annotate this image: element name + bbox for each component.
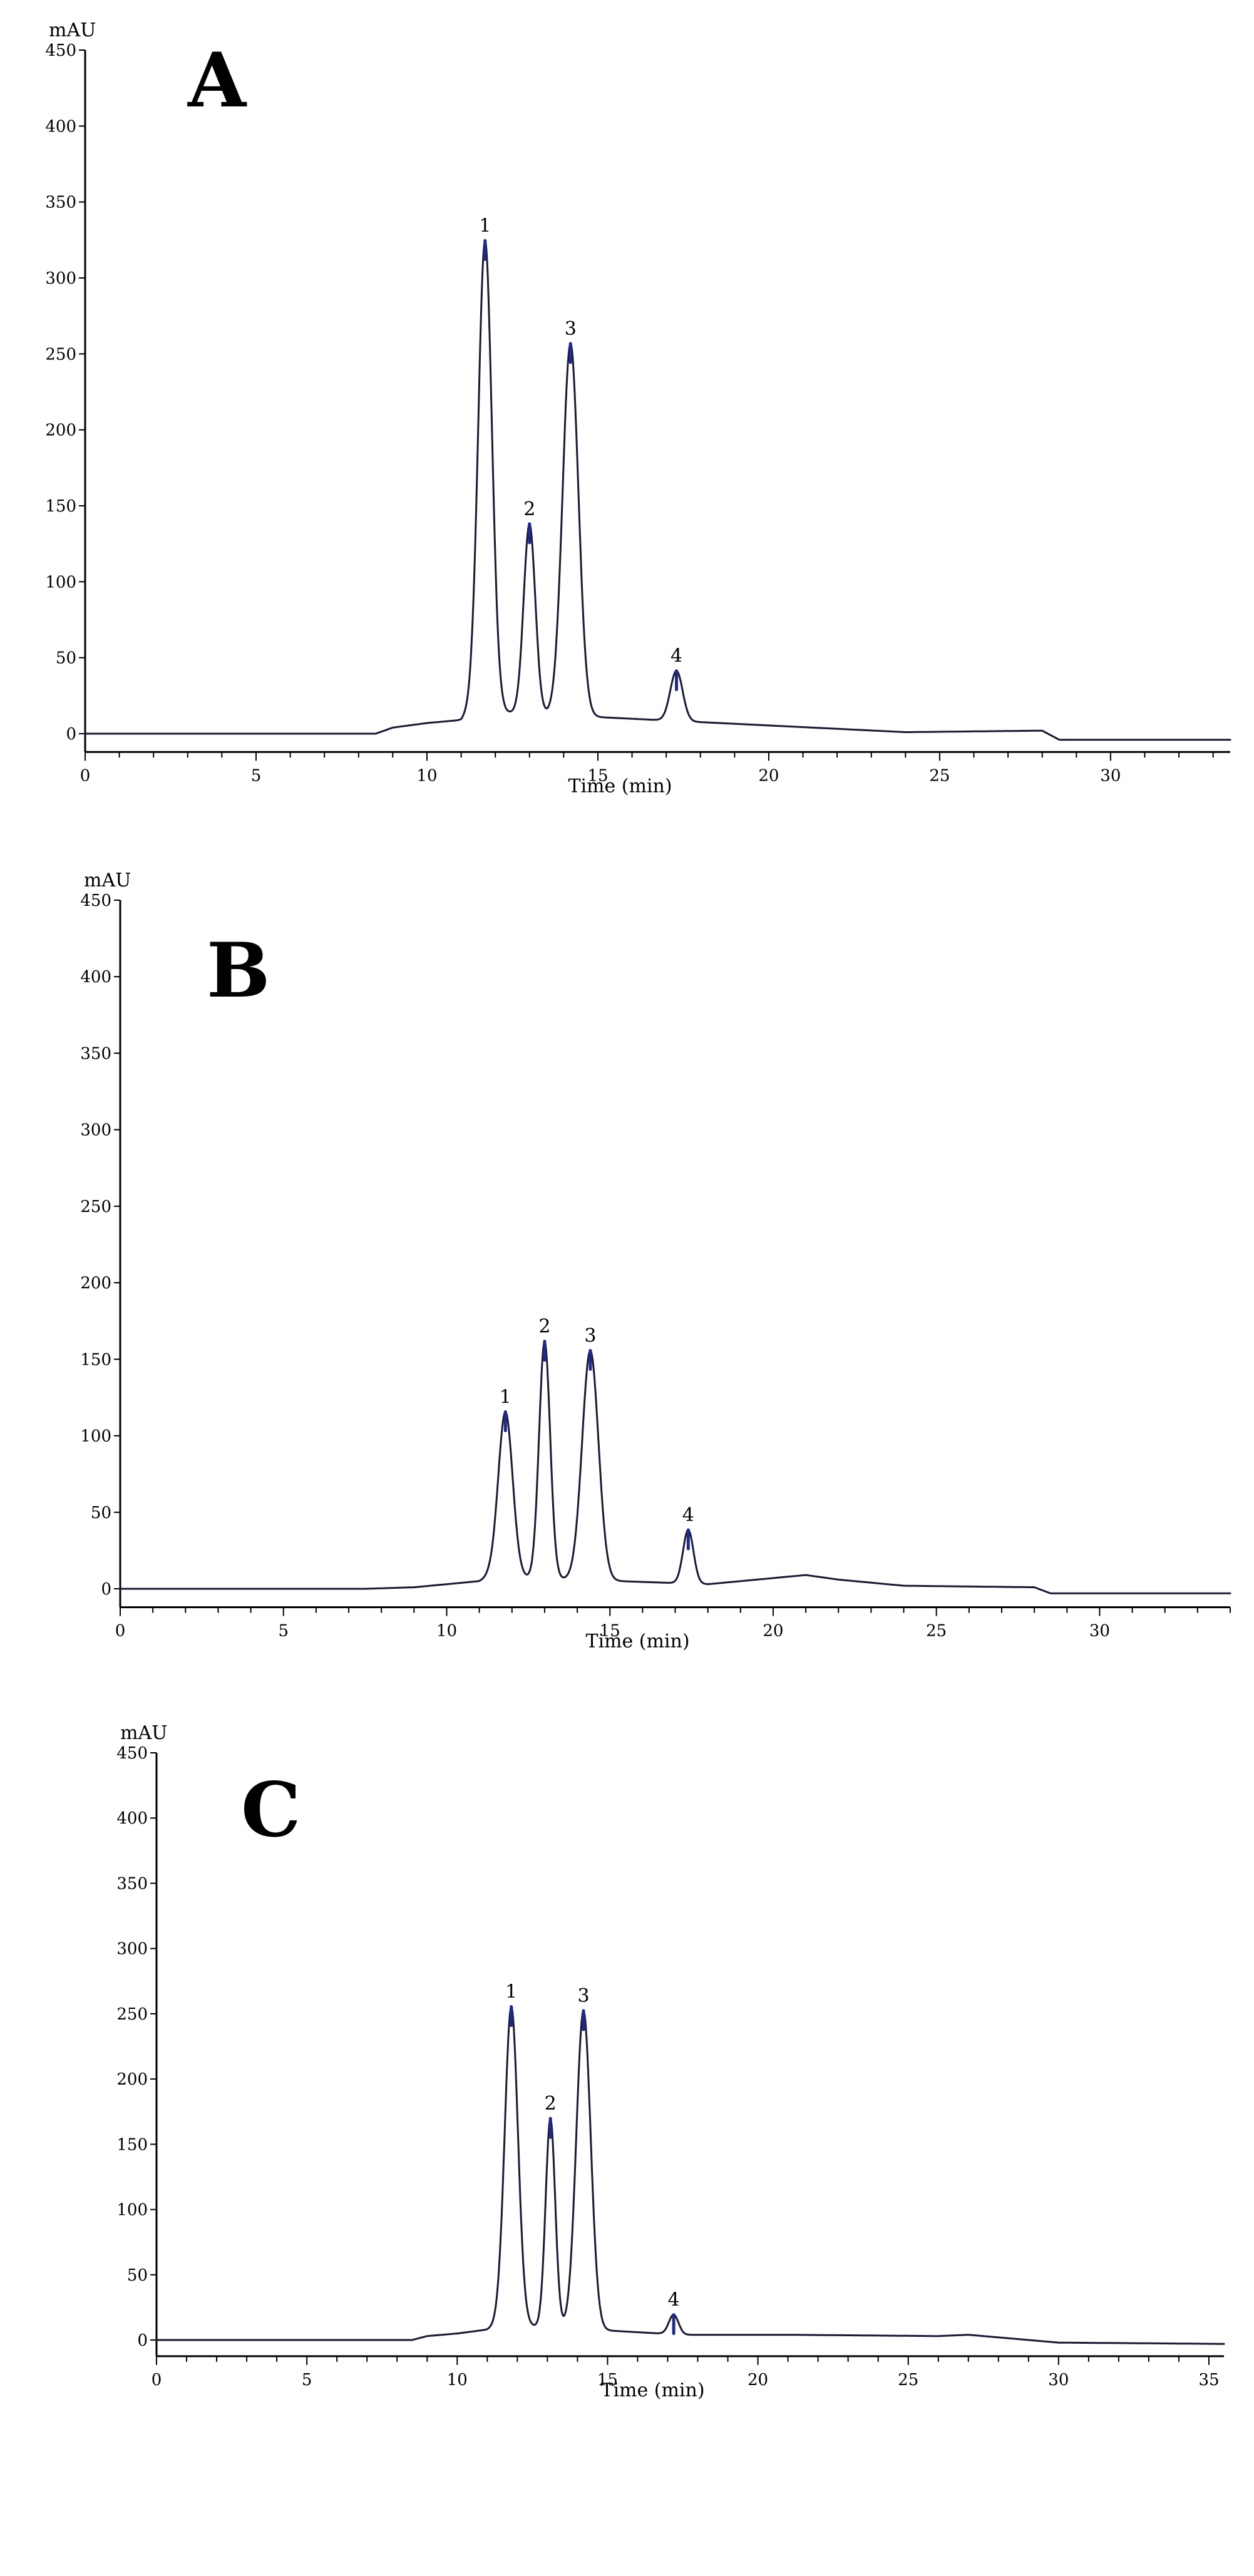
peak-label-4: 4 [682, 1504, 694, 1526]
chromatogram-trace [155, 2006, 1225, 2345]
y-tick-label: 50 [91, 1504, 111, 1522]
x-tick-label: 20 [748, 2371, 768, 2389]
x-tick-label: 25 [929, 766, 950, 785]
peak-label-1: 1 [500, 1386, 511, 1408]
y-tick-label: 150 [116, 2135, 148, 2154]
y-tick-label: 450 [116, 1744, 148, 1763]
peak-label-4: 4 [671, 645, 682, 667]
y-tick-label: 200 [116, 2070, 148, 2089]
x-tick-label: 5 [302, 2371, 312, 2389]
x-tick-label: 25 [898, 2371, 918, 2389]
peak-label-2: 2 [545, 2093, 557, 2115]
chromatogram-trace [84, 239, 1231, 741]
peak-label-1: 1 [505, 1981, 517, 2003]
x-tick-label: 15 [597, 2371, 618, 2389]
y-axis-unit: mAU [120, 1722, 167, 1744]
x-tick-label: 0 [80, 766, 91, 785]
peak-label-3: 3 [584, 1325, 596, 1347]
y-tick-label: 300 [116, 1940, 148, 1959]
x-tick-label: 15 [587, 766, 608, 785]
x-axis-title: Time (min) [568, 775, 672, 797]
y-tick-label: 250 [116, 2005, 148, 2024]
chart-panel-a: 0 50 100 150 200 250 300 350 400 450 0 5 10 15 20 25 30 T… [45, 19, 1231, 797]
y-tick-label: 350 [45, 193, 76, 212]
x-tick-label: 35 [1198, 2371, 1219, 2389]
x-tick-label: 5 [278, 1621, 289, 1640]
y-axis-unit: mAU [49, 19, 96, 41]
peak-label-1: 1 [479, 215, 491, 237]
y-tick-label: 450 [45, 41, 76, 60]
y-tick-label: 300 [80, 1121, 111, 1140]
y-tick-label: 400 [116, 1809, 148, 1828]
y-tick-label: 50 [56, 649, 76, 668]
y-tick-label: 200 [80, 1274, 111, 1293]
chromatogram-trace [119, 1340, 1231, 1594]
x-tick-label: 30 [1048, 2371, 1069, 2389]
x-tick-label: 10 [416, 766, 437, 785]
peak-label-3: 3 [565, 318, 577, 340]
peak-label-2: 2 [538, 1316, 550, 1338]
y-tick-label: 250 [80, 1198, 111, 1216]
x-axis-title: Time (min) [600, 2379, 704, 2401]
y-tick-label: 100 [45, 573, 76, 592]
chart-panel-c: 0 50 100 150 200 250 300 350 400 450 0 5 10 15 20 25 30 3… [116, 1722, 1225, 2401]
y-tick-label: 350 [116, 1874, 148, 1893]
y-tick-label: 250 [45, 345, 76, 364]
y-tick-label: 150 [45, 497, 76, 516]
peak-label-3: 3 [577, 1985, 589, 2007]
x-tick-label: 15 [600, 1621, 620, 1640]
x-tick-label: 0 [152, 2371, 162, 2389]
y-tick-label: 350 [80, 1044, 111, 1063]
y-tick-label: 50 [127, 2266, 148, 2285]
y-axis-unit: mAU [84, 870, 131, 891]
y-tick-label: 400 [80, 968, 111, 987]
y-tick-label: 200 [45, 421, 76, 440]
panel-letter: A [187, 36, 247, 125]
y-tick-label: 100 [80, 1427, 111, 1446]
panel-letter: B [207, 926, 270, 1015]
x-tick-label: 10 [447, 2371, 468, 2389]
peak-label-4: 4 [668, 2289, 680, 2311]
y-tick-label: 0 [137, 2331, 148, 2350]
peak-label-2: 2 [523, 498, 535, 520]
x-axis-title: Time (min) [585, 1630, 689, 1652]
x-tick-label: 0 [115, 1621, 126, 1640]
y-tick-label: 400 [45, 117, 76, 136]
y-tick-label: 0 [66, 725, 76, 744]
x-tick-label: 5 [251, 766, 262, 785]
panel-letter: C [241, 1766, 301, 1854]
x-tick-label: 20 [763, 1621, 783, 1640]
y-tick-label: 150 [80, 1350, 111, 1369]
y-tick-label: 0 [101, 1580, 111, 1599]
y-tick-label: 450 [80, 891, 111, 910]
x-tick-label: 25 [926, 1621, 947, 1640]
x-tick-label: 10 [436, 1621, 457, 1640]
y-tick-label: 100 [116, 2201, 148, 2220]
x-tick-label: 30 [1100, 766, 1121, 785]
chart-panel-b: 0 50 100 150 200 250 300 350 400 450 0 5 10 15 20 25 30 T… [80, 870, 1231, 1652]
x-tick-label: 20 [758, 766, 779, 785]
x-tick-label: 30 [1089, 1621, 1110, 1640]
y-tick-label: 300 [45, 269, 76, 288]
